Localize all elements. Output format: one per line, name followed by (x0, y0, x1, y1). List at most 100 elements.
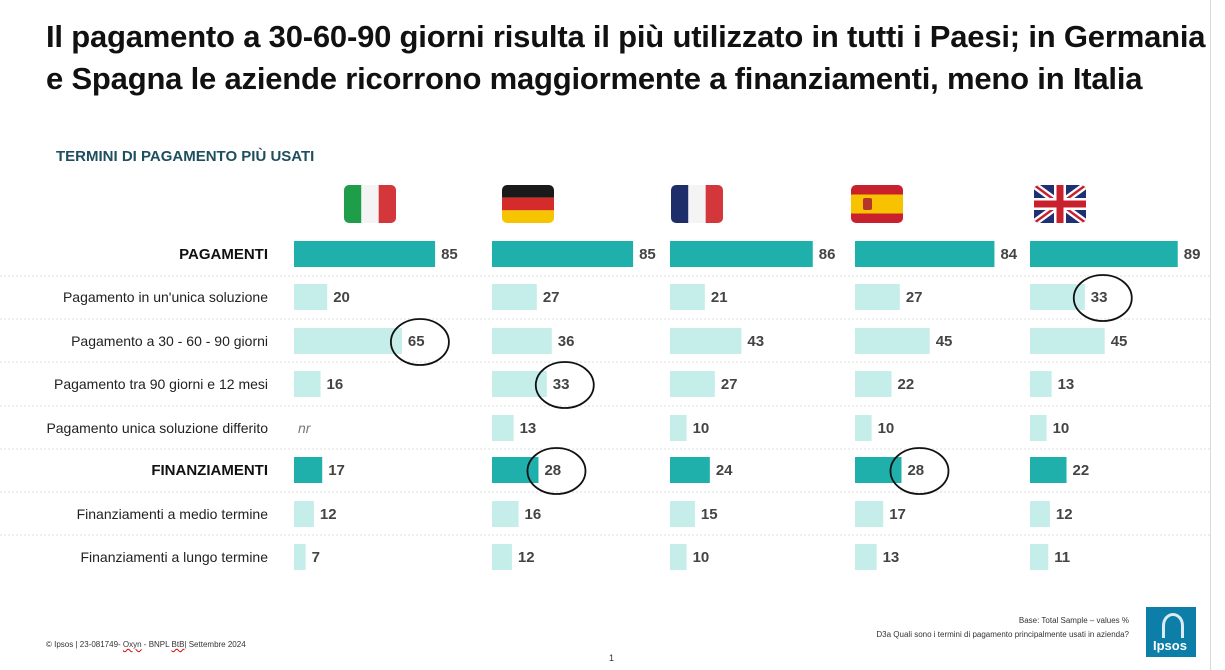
bar (1030, 457, 1067, 483)
highlight-circle (1072, 274, 1133, 322)
data-label: 86 (819, 246, 836, 263)
data-label: 27 (543, 289, 560, 306)
bar (855, 544, 877, 570)
data-label: 10 (878, 420, 895, 437)
uk-flag (1034, 185, 1086, 223)
bar (855, 457, 902, 483)
data-label: nr (298, 420, 312, 436)
data-label: 22 (1073, 462, 1090, 479)
data-label: 33 (553, 376, 570, 393)
bar (492, 241, 634, 267)
italy-flag (344, 185, 396, 223)
bar-chart: PAGAMENTI Pagamento in un'unica soluzione… (0, 185, 1210, 570)
data-label: 89 (1184, 246, 1201, 263)
bar (670, 241, 813, 267)
bar (294, 501, 314, 527)
spain-flag (851, 185, 903, 223)
bar (670, 284, 705, 310)
data-label: 12 (518, 549, 535, 566)
data-label: 10 (693, 420, 710, 437)
data-label: 45 (936, 333, 953, 350)
data-label: 28 (907, 462, 924, 479)
data-label: 85 (639, 246, 656, 263)
copyright-note: © Ipsos | 23-081749- Oxyn - BNPL BtB| Se… (46, 640, 246, 649)
bar (670, 501, 695, 527)
bar (492, 328, 552, 354)
data-label: 65 (408, 333, 425, 350)
bar (670, 328, 742, 354)
bar (855, 328, 930, 354)
bar (492, 457, 539, 483)
row-label: FINANZIAMENTI (151, 462, 268, 479)
bar (670, 457, 710, 483)
data-label: 28 (544, 462, 561, 479)
bar (1030, 371, 1052, 397)
data-label: 13 (520, 420, 537, 437)
row-label: PAGAMENTI (179, 246, 268, 263)
data-label: 33 (1091, 289, 1108, 306)
data-label: 16 (327, 376, 344, 393)
bar (855, 241, 995, 267)
highlight-circle (534, 361, 595, 409)
bar (294, 284, 328, 310)
chart-subtitle: TERMINI DI PAGAMENTO PIÙ USATI (56, 148, 315, 165)
bar (492, 544, 512, 570)
ipsos-logo: Ipsos (1146, 607, 1196, 657)
data-label: 21 (711, 289, 728, 306)
bar (492, 415, 514, 441)
bar (492, 501, 519, 527)
bar (294, 241, 436, 267)
bar (294, 457, 323, 483)
data-label: 43 (747, 333, 764, 350)
data-label: 45 (1111, 333, 1128, 350)
data-label: 16 (525, 506, 542, 523)
data-label: 10 (693, 549, 710, 566)
bar (492, 284, 537, 310)
data-label: 85 (441, 246, 458, 263)
data-label: 7 (312, 549, 320, 566)
bar (1030, 241, 1178, 267)
bar (855, 371, 892, 397)
bar (1030, 328, 1105, 354)
bar (855, 284, 900, 310)
row-label: Pagamento unica soluzione differito (46, 420, 268, 436)
highlight-circle (526, 447, 587, 495)
bar (1030, 544, 1049, 570)
question-note: D3a Quali sono i termini di pagamento pr… (876, 630, 1129, 639)
row-label: Finanziamenti a medio termine (77, 506, 269, 522)
data-label: 22 (898, 376, 915, 393)
bar (294, 371, 321, 397)
bar (855, 415, 872, 441)
base-note: Base: Total Sample – values % (1018, 616, 1129, 625)
data-label: 11 (1054, 549, 1070, 566)
highlight-circle (889, 447, 950, 495)
bar (1030, 415, 1047, 441)
data-label: 17 (328, 462, 345, 479)
slide-title: Il pagamento a 30-60-90 giorni risulta i… (46, 19, 1206, 96)
bar (855, 501, 884, 527)
row-label: Pagamento in un'unica soluzione (63, 289, 268, 305)
bar (294, 328, 402, 354)
data-label: 15 (701, 506, 718, 523)
data-label: 13 (1058, 376, 1075, 393)
data-label: 12 (1056, 506, 1073, 523)
data-label: 27 (906, 289, 923, 306)
row-label: Finanziamenti a lungo termine (80, 549, 268, 565)
bar (294, 544, 306, 570)
data-label: 12 (320, 506, 337, 523)
data-label: 20 (333, 289, 350, 306)
bar (670, 415, 687, 441)
page-number: 1 (609, 653, 615, 663)
row-label: Pagamento a 30 - 60 - 90 giorni (71, 333, 268, 349)
data-label: 17 (889, 506, 906, 523)
bar (670, 371, 715, 397)
data-label: 84 (1000, 246, 1017, 263)
data-label: 10 (1053, 420, 1070, 437)
bar (670, 544, 687, 570)
germany-flag (502, 185, 554, 223)
data-label: 27 (721, 376, 738, 393)
bar (1030, 501, 1050, 527)
france-flag (671, 185, 723, 223)
row-label: Pagamento tra 90 giorni e 12 mesi (54, 376, 268, 392)
